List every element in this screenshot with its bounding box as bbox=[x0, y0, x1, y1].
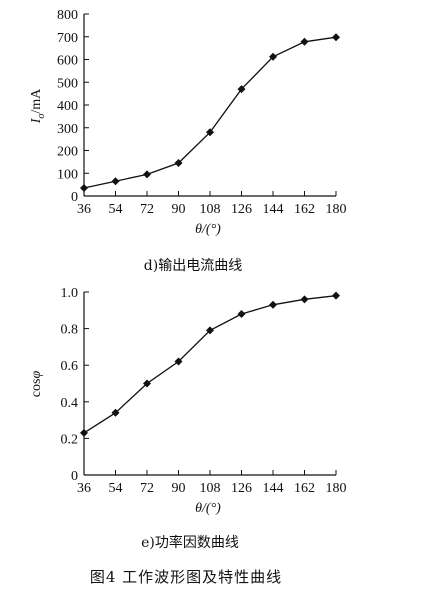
data-point-marker bbox=[237, 309, 246, 318]
y-tick-label: 700 bbox=[57, 31, 78, 46]
y-tick-label: 500 bbox=[57, 76, 78, 91]
x-tick-label: 162 bbox=[294, 481, 315, 496]
y-tick-label: 600 bbox=[57, 54, 78, 69]
chart-d-series bbox=[80, 33, 340, 193]
x-tick-label: 54 bbox=[109, 202, 123, 217]
x-tick-label: 54 bbox=[109, 481, 123, 496]
x-tick-label: 180 bbox=[326, 202, 347, 217]
y-tick-label: 800 bbox=[57, 8, 78, 23]
x-tick-label: 90 bbox=[172, 481, 186, 496]
data-point-marker bbox=[300, 295, 309, 304]
data-point-marker bbox=[80, 184, 88, 193]
chart-d-caption: d)输出电流曲线 bbox=[144, 258, 242, 274]
x-tick-label: 108 bbox=[200, 481, 221, 496]
x-tick-label: 36 bbox=[77, 202, 91, 217]
data-point-marker bbox=[206, 128, 214, 137]
x-tick-label: 162 bbox=[294, 202, 315, 217]
chart-e-axes bbox=[83, 292, 336, 476]
y-tick-label: 200 bbox=[57, 145, 78, 160]
data-point-marker bbox=[80, 428, 88, 437]
data-point-marker bbox=[332, 291, 340, 300]
x-tick-label: 108 bbox=[200, 202, 221, 217]
data-point-marker bbox=[237, 85, 246, 94]
series-line bbox=[83, 295, 337, 434]
data-point-marker bbox=[174, 159, 183, 168]
y-tick-label: 400 bbox=[57, 99, 78, 114]
x-tick-label: 180 bbox=[326, 481, 347, 496]
series-line bbox=[83, 36, 337, 189]
y-tick-label: 1.0 bbox=[61, 286, 79, 301]
x-tick-label: 36 bbox=[77, 481, 91, 496]
x-tick-label: 72 bbox=[140, 202, 154, 217]
y-tick-label: 0 bbox=[71, 190, 78, 205]
y-tick-label: 0 bbox=[71, 469, 78, 484]
data-point-marker bbox=[111, 177, 120, 186]
chart-e-ylabel: cosφ bbox=[29, 371, 44, 398]
chart-d-xlabel: θ/(°) bbox=[195, 222, 221, 237]
chart-e-xlabel: θ/(°) bbox=[195, 501, 221, 516]
x-tick-label: 72 bbox=[140, 481, 154, 496]
x-tick-label: 144 bbox=[263, 481, 284, 496]
data-point-marker bbox=[111, 408, 120, 417]
chart-d-ylabel: Io/mA bbox=[29, 88, 47, 124]
y-tick-label: 300 bbox=[57, 122, 78, 137]
x-tick-label: 126 bbox=[231, 481, 252, 496]
chart-e-caption: e)功率因数曲线 bbox=[141, 534, 239, 551]
x-tick-label: 126 bbox=[231, 202, 252, 217]
data-point-marker bbox=[174, 357, 183, 366]
data-point-marker bbox=[143, 379, 151, 388]
y-tick-label: 100 bbox=[57, 167, 78, 182]
chart-d-axes bbox=[83, 14, 336, 197]
y-tick-label: 0.2 bbox=[61, 432, 79, 447]
y-tick-label: 0.8 bbox=[61, 323, 79, 338]
y-tick-label: 0.4 bbox=[61, 396, 79, 411]
chart-output-current: 36 54 72 90 108 126 144 162 180 0 100 200 300 400 500 6… bbox=[29, 8, 347, 274]
data-point-marker bbox=[300, 37, 309, 46]
data-point-marker bbox=[143, 170, 151, 179]
data-point-marker bbox=[206, 326, 214, 335]
data-point-marker bbox=[332, 33, 340, 42]
y-tick-label: 0.6 bbox=[61, 359, 79, 374]
chart-e-ticks: 36 54 72 90 108 126 144 162 180 0 0.2 0.4 0.6 0.8 1.0 bbox=[61, 286, 347, 496]
data-point-marker bbox=[269, 52, 277, 61]
x-tick-label: 90 bbox=[172, 202, 186, 217]
x-tick-label: 144 bbox=[263, 202, 284, 217]
data-point-marker bbox=[269, 300, 277, 309]
figure-caption: 图4 工作波形图及特性曲线 bbox=[90, 568, 282, 586]
chart-d-ticks: 36 54 72 90 108 126 144 162 180 0 100 200 300 400 500 6… bbox=[57, 8, 347, 217]
chart-e-series bbox=[80, 291, 340, 437]
chart-power-factor: 36 54 72 90 108 126 144 162 18000.20.40.60.81.0 … bbox=[29, 286, 347, 551]
